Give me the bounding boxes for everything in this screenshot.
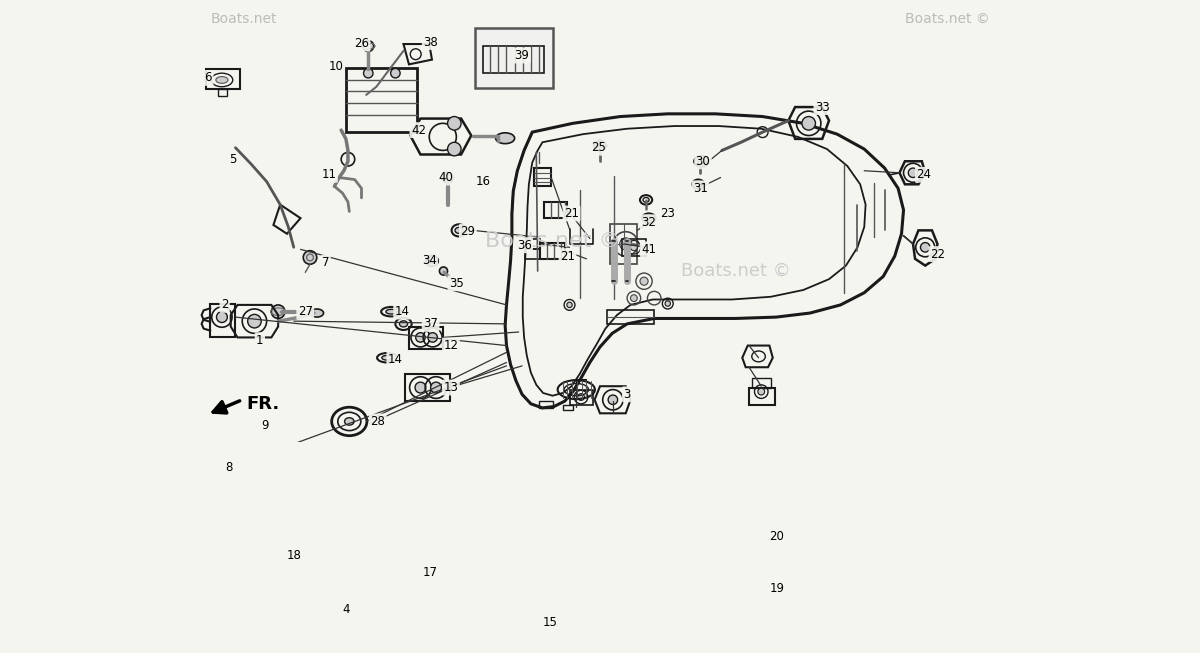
Text: 14: 14 [388,353,403,366]
Ellipse shape [344,418,354,425]
Text: 7: 7 [322,257,329,270]
Circle shape [391,69,400,78]
Text: 31: 31 [692,182,708,195]
Text: 25: 25 [592,141,606,154]
Circle shape [665,301,671,306]
Text: 16: 16 [476,175,491,188]
Text: 18: 18 [287,549,301,562]
Circle shape [608,395,618,404]
Circle shape [439,267,448,275]
Text: 23: 23 [660,207,676,220]
Text: 24: 24 [917,168,931,182]
Text: 20: 20 [769,530,784,543]
Text: 12: 12 [444,339,458,352]
Ellipse shape [695,182,702,187]
Ellipse shape [455,227,463,233]
Circle shape [758,389,764,395]
Circle shape [415,382,426,393]
Text: 8: 8 [226,461,233,474]
Text: 2: 2 [221,298,228,311]
Text: 15: 15 [542,616,557,628]
Text: 41: 41 [641,243,656,256]
Text: 36: 36 [517,239,532,252]
Text: 14: 14 [395,305,409,318]
Text: 26: 26 [354,37,368,50]
Ellipse shape [496,133,515,144]
Circle shape [247,314,262,328]
Circle shape [364,69,373,78]
Text: 32: 32 [641,215,656,229]
Text: 5: 5 [229,153,236,166]
Text: 19: 19 [770,582,785,595]
Text: 22: 22 [930,247,944,261]
Text: Boats.net: Boats.net [210,12,277,26]
Polygon shape [475,29,552,88]
Ellipse shape [697,159,706,164]
Ellipse shape [382,355,392,360]
Circle shape [802,116,816,130]
Text: 28: 28 [371,415,385,428]
Circle shape [448,116,461,130]
Circle shape [920,242,930,252]
Circle shape [218,446,247,475]
Circle shape [908,168,918,178]
Text: 21: 21 [564,207,580,220]
Text: 27: 27 [298,305,313,318]
Text: 35: 35 [449,277,463,290]
Ellipse shape [646,215,652,221]
Circle shape [271,305,284,319]
Text: 9: 9 [260,419,269,432]
Text: 42: 42 [410,123,426,136]
Text: Boats.net ©: Boats.net © [905,12,990,26]
Text: 40: 40 [438,171,452,184]
Circle shape [431,382,442,393]
Circle shape [362,40,373,52]
Circle shape [630,295,637,302]
Text: 11: 11 [322,168,336,182]
Circle shape [415,332,425,342]
Circle shape [442,172,452,183]
Circle shape [448,142,461,156]
Ellipse shape [400,321,408,327]
Circle shape [619,238,632,250]
Text: 6: 6 [205,71,212,84]
Ellipse shape [596,143,604,148]
Text: 13: 13 [444,381,458,394]
Text: FR.: FR. [246,395,280,413]
Text: 29: 29 [461,225,475,238]
Ellipse shape [310,309,324,317]
Text: 30: 30 [696,155,710,168]
Circle shape [566,302,572,308]
Ellipse shape [216,76,228,84]
Circle shape [640,277,648,285]
Text: 10: 10 [329,60,343,73]
Text: 37: 37 [424,317,438,330]
Text: 3: 3 [624,388,631,401]
Circle shape [630,244,637,251]
Text: 33: 33 [815,101,829,114]
Circle shape [428,332,437,342]
Text: 1: 1 [256,334,264,347]
Text: 38: 38 [424,35,438,48]
Text: 17: 17 [424,566,438,579]
Circle shape [304,251,317,264]
Text: Boats.net ©: Boats.net © [485,231,620,251]
Circle shape [216,311,227,323]
Text: 34: 34 [422,255,437,267]
Text: Boats.net ©: Boats.net © [682,262,791,280]
Ellipse shape [428,258,436,264]
Ellipse shape [386,310,397,314]
Circle shape [577,394,584,400]
Text: 39: 39 [515,49,529,62]
Circle shape [305,445,324,464]
Text: 21: 21 [560,249,575,263]
Text: 4: 4 [342,603,349,616]
